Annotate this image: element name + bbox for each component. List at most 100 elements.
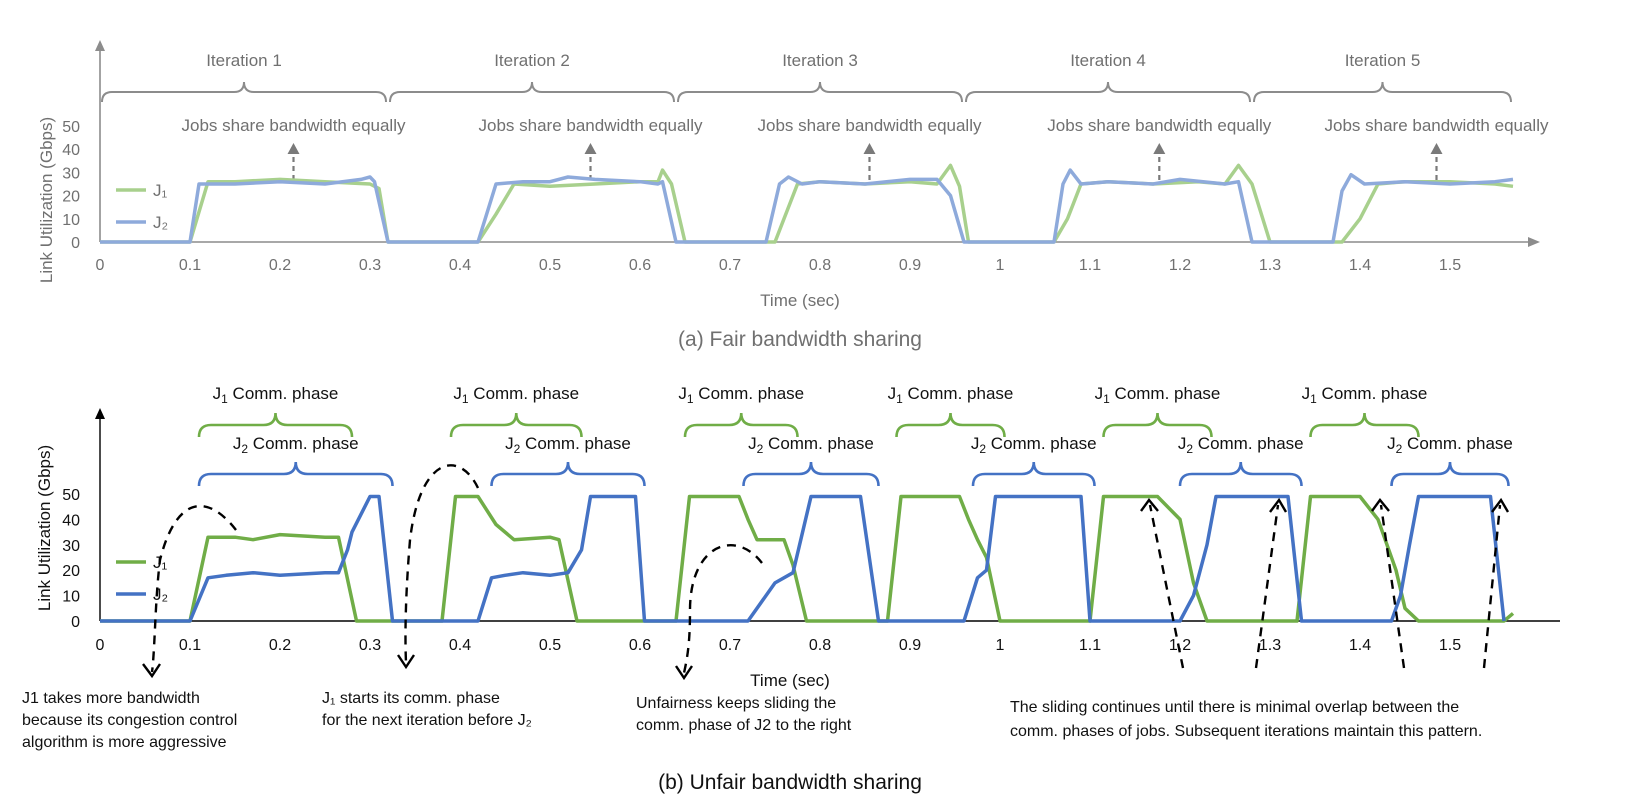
equal-share-arrowhead (863, 143, 876, 154)
x-tick-label-a: 0.1 (179, 257, 201, 274)
arrow-overlap-2 (1254, 504, 1280, 669)
x-tick-label-b: 1.2 (1169, 637, 1191, 654)
iteration-label: Iteration 2 (494, 51, 570, 70)
arrowhead-2 (397, 654, 415, 670)
x-tick-label-a: 1.5 (1439, 257, 1461, 274)
arrowhead-7 (1491, 497, 1510, 513)
equal-share-arrowhead (287, 143, 300, 154)
x-tick-label-a: 0.3 (359, 257, 381, 274)
legend-a: J₁ J₂ (116, 181, 168, 232)
y-tick-label-a: 30 (62, 165, 80, 182)
x-tick-label-a: 0.4 (449, 257, 471, 274)
equal-share-label: Jobs share bandwidth equally (758, 116, 982, 135)
y-tick-label-a: 50 (62, 119, 80, 136)
x-tick-label-b: 0.4 (449, 637, 471, 654)
equal-share-label: Jobs share bandwidth equally (1047, 116, 1271, 135)
x-axis-label-b: Time (sec) (750, 671, 830, 690)
j2-comm-phase-brace (971, 461, 1096, 487)
x-axis-arrow-a (1528, 237, 1540, 247)
iteration-label: Iteration 4 (1070, 51, 1146, 70)
x-tick-label-a: 0.8 (809, 257, 831, 274)
legend-label-j2-a: J₂ (153, 213, 168, 232)
equal-share-arrowhead (584, 143, 597, 154)
x-tick-label-b: 1.5 (1439, 637, 1461, 654)
iteration-brace (965, 81, 1251, 103)
j2-comm-phase-label: J2 Comm. phase (748, 434, 874, 456)
j2-comm-phase-label: J2 Comm. phase (505, 434, 631, 456)
j1-comm-phase-label: J1 Comm. phase (888, 384, 1014, 406)
equal-share-label: Jobs share bandwidth equally (1325, 116, 1549, 135)
series-j1-line-a (100, 163, 1514, 244)
j1-comm-phase-label: J1 Comm. phase (1302, 384, 1428, 406)
x-tick-label-a: 0.2 (269, 257, 291, 274)
x-tick-label-a: 0.9 (899, 257, 921, 274)
x-ticks-b: 0 0.1 0.2 0.3 0.4 0.5 0.6 0.7 0.8 0.9 1 1.1 1.2 1.3 1.… (96, 637, 1462, 654)
j2-comm-phase-label: J2 Comm. phase (971, 434, 1097, 456)
equal-share-annotations: Jobs share bandwidth equally Jobs share b… (182, 116, 1549, 180)
j1-comm-phase-brace (197, 412, 354, 438)
iteration-label: Iteration 5 (1345, 51, 1421, 70)
series-lines-a (100, 163, 1514, 244)
j1-comm-phase-brace (683, 412, 799, 438)
x-tick-label-a: 0.6 (629, 257, 651, 274)
x-tick-label-a: 1.3 (1259, 257, 1281, 274)
arrowhead-4 (1140, 498, 1159, 512)
x-tick-label-b: 0.8 (809, 637, 831, 654)
series-j2-line-a (100, 168, 1514, 244)
iteration-label: Iteration 3 (782, 51, 858, 70)
x-tick-label-a: 1.1 (1079, 257, 1101, 274)
y-tick-label-b: 50 (62, 487, 80, 504)
j1-comm-phase-label: J1 Comm. phase (213, 384, 339, 406)
x-tick-label-b: 0 (96, 637, 105, 654)
x-tick-label-b: 1.4 (1349, 637, 1371, 654)
j2-comm-phase-brace (1178, 461, 1303, 487)
j1-comm-phase-label: J1 Comm. phase (1095, 384, 1221, 406)
j2-comm-phase-brace (1390, 461, 1510, 487)
equal-share-arrowhead (1153, 143, 1166, 154)
x-tick-label-b: 0.2 (269, 637, 291, 654)
arrow-overlap-1 (1148, 504, 1185, 669)
series-j2-line-b (100, 494, 1506, 623)
annotation-arrows (150, 464, 1502, 674)
j1-comm-phase-label: J1 Comm. phase (453, 384, 579, 406)
j1-comm-phase-brace (895, 412, 1006, 438)
panel-a: Link Utilization (Gbps) Time (sec) (a) F… (37, 40, 1549, 351)
comm-phase-braces: J1 Comm. phase J1 Comm. phase J1 Comm. pha… (197, 384, 1513, 487)
x-tick-label-b: 0.3 (359, 637, 381, 654)
x-tick-label-b: 1.1 (1079, 637, 1101, 654)
j1-comm-phase-label: J1 Comm. phase (678, 384, 804, 406)
j1-comm-phase-brace (1102, 412, 1213, 438)
x-tick-label-a: 0.5 (539, 257, 561, 274)
j2-comm-phase-label: J2 Comm. phase (233, 434, 359, 456)
arrowhead-6 (1371, 498, 1390, 512)
annotation-arrowheads (142, 497, 1510, 681)
iteration-label: Iteration 1 (206, 51, 282, 70)
legend-label-j2-b: J₂ (153, 585, 168, 604)
x-ticks-a: 0 0.1 0.2 0.3 0.4 0.5 0.6 0.7 0.8 0.9 1 1.1 1.2 1.3 1.… (96, 257, 1462, 274)
arrow-j1-aggressive (150, 504, 237, 673)
j1-comm-phase-brace (449, 412, 583, 438)
annotation-j1-early: J₁ starts its comm. phase for the next i… (322, 690, 532, 729)
x-tick-label-a: 1.4 (1349, 257, 1371, 274)
equal-share-arrowhead (1430, 143, 1443, 154)
y-tick-label-b: 40 (62, 512, 80, 529)
panel-b: Link Utilization (Gbps) Time (sec) (b) U… (22, 384, 1560, 794)
x-tick-label-b: 0.1 (179, 637, 201, 654)
arrowhead-3 (675, 665, 693, 681)
y-axis-label-b: Link Utilization (Gbps) (35, 445, 54, 611)
y-tick-label-b: 30 (62, 538, 80, 555)
arrow-j1-early (404, 464, 480, 663)
y-tick-label-b: 10 (62, 589, 80, 606)
iteration-braces: Iteration 1 Iteration 2 Iteration 3 Iterati… (101, 51, 1512, 103)
equal-share-label: Jobs share bandwidth equally (479, 116, 703, 135)
y-axis-arrow-b (95, 408, 105, 419)
y-tick-label-b: 20 (62, 563, 80, 580)
y-tick-label-a: 40 (62, 142, 80, 159)
iteration-brace (101, 81, 387, 103)
y-axis-arrow-a (95, 40, 105, 51)
j2-comm-phase-brace (490, 461, 646, 487)
x-tick-label-b: 0.6 (629, 637, 651, 654)
annotation-overlap: The sliding continues until there is min… (1010, 699, 1482, 740)
j2-comm-phase-label: J2 Comm. phase (1387, 434, 1513, 456)
